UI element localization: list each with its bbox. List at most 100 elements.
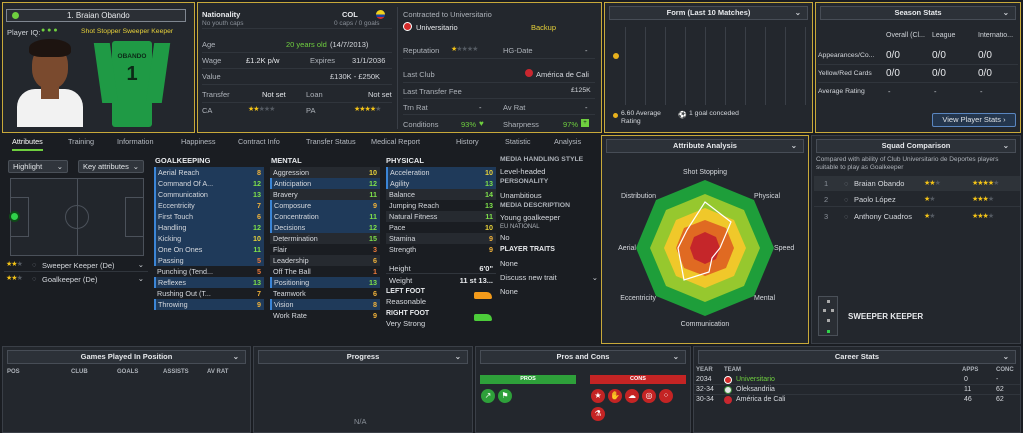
season-stats-title[interactable]: Season Stats ⌄ [820, 6, 1016, 20]
mental-attribute-row[interactable]: Bravery 11 [270, 189, 380, 200]
career-row[interactable]: 32-34 Oleksandriia 11 62 [694, 385, 1020, 395]
physical-attribute-row[interactable]: Stamina 9 [386, 233, 496, 244]
radar-label-communication: Communication [681, 321, 730, 328]
tab-contract-info[interactable]: Contract Info [238, 137, 280, 146]
tab-transfer-status[interactable]: Transfer Status [306, 137, 356, 146]
form-panel: Form (Last 10 Matches) ⌄ 6.60 Average Rat… [604, 2, 813, 133]
career-row[interactable]: 2034 Universitario 0 - [694, 375, 1020, 385]
mental-attribute-row[interactable]: Flair 3 [270, 244, 380, 255]
transfer-row: Transfer Not set Loan Not set [202, 87, 392, 103]
player-name-box[interactable]: 1. Braian Obando [6, 9, 186, 22]
physical-attribute-row[interactable]: Natural Fitness 11 [386, 211, 496, 222]
tab-attributes[interactable]: Attributes [12, 135, 43, 151]
goalkeeping-attribute-row[interactable]: Throwing 9 [154, 299, 264, 310]
games-played-title[interactable]: Games Played In Position ⌄ [7, 350, 246, 364]
physical-attribute-row[interactable]: Jumping Reach 13 [386, 200, 496, 211]
tab-training[interactable]: Training [68, 137, 95, 146]
position-panel: Highlight ⌄ Key attributes ⌄ ★★★ ◌ Sweeper… [2, 152, 150, 344]
physical-attribute-row[interactable]: Pace 10 [386, 222, 496, 233]
season-row: Yellow/Red Cards 0/0 0/0 0/0 [818, 65, 1018, 83]
goalkeeping-attribute-row[interactable]: Kicking 10 [154, 233, 264, 244]
mental-attribute-row[interactable]: Teamwork 6 [270, 288, 380, 299]
physical-attribute-row[interactable]: Acceleration 10 [386, 167, 496, 178]
squad-row[interactable]: 1 ◌ Braian Obando ★★★ ★★★★★ [814, 176, 1020, 191]
highlight-dropdown[interactable]: Highlight ⌄ [8, 160, 68, 173]
physical-attribute-row[interactable]: Agility 13 [386, 178, 496, 189]
goalkeeping-attribute-row[interactable]: Communication 13 [154, 189, 264, 200]
tab-analysis[interactable]: Analysis [554, 137, 582, 146]
mental-attribute-row[interactable]: Vision 8 [270, 299, 380, 310]
attribute-name: Aerial Reach [154, 167, 199, 178]
con-dots-icon[interactable]: ⁘ [659, 389, 673, 403]
ball-icon: ⚽ [678, 112, 687, 119]
con-star-icon[interactable]: ★ [591, 389, 605, 403]
tab-information[interactable]: Information [117, 137, 154, 146]
goalkeeping-attribute-row[interactable]: One On Ones 11 [154, 244, 264, 255]
avg-rating-text: 6.60 Average Rating [621, 110, 661, 125]
goalkeeping-attribute-row[interactable]: First Touch 6 [154, 211, 264, 222]
goalkeeping-attribute-row[interactable]: Handling 12 [154, 222, 264, 233]
mental-attribute-row[interactable]: Positioning 13 [270, 277, 380, 288]
goalkeeping-attribute-row[interactable]: Rushing Out (T... 7 [154, 288, 264, 299]
form-title[interactable]: Form (Last 10 Matches) ⌄ [609, 6, 808, 20]
goalkeeping-attribute-row[interactable]: Punching (Tend... 5 [154, 266, 264, 277]
attribute-analysis-panel: Attribute Analysis ⌄ Shot Stopping Physic… [601, 135, 809, 344]
con-target-icon[interactable]: ◎ [642, 389, 656, 403]
squad-row[interactable]: 3 ◌ Anthony Cuadros ★★ ★★★★ [814, 209, 1020, 224]
career-stats-title[interactable]: Career Stats ⌄ [698, 350, 1016, 364]
physical-attribute-row[interactable]: Balance 14 [386, 189, 496, 200]
tab-happiness[interactable]: Happiness [181, 137, 216, 146]
attribute-value: 5 [257, 267, 261, 276]
goalkeeping-attribute-row[interactable]: Eccentricity 7 [154, 200, 264, 211]
attribute-value: 3 [373, 245, 377, 254]
mental-attribute-row[interactable]: Leadership 6 [270, 255, 380, 266]
physical-attribute-row[interactable]: Strength 9 [386, 244, 496, 255]
reputation-stars: ★★★★★ [451, 46, 478, 53]
discuss-trait-dropdown[interactable]: Discuss new trait ⌄ [500, 273, 598, 282]
pro-flag-icon[interactable]: ⚑ [498, 389, 512, 403]
mental-attribute-row[interactable]: Anticipation 12 [270, 178, 380, 189]
mental-attribute-row[interactable]: Aggression 10 [270, 167, 380, 178]
attribute-name: Flair [273, 245, 287, 254]
pa-stars: ★★★★★ [354, 106, 381, 113]
role-row-goalkeeper[interactable]: ★★★ ◌ Goalkeeper (De) ⌄ [6, 274, 144, 284]
con-glove-icon[interactable]: ✋ [608, 389, 622, 403]
pros-cons-title[interactable]: Pros and Cons ⌄ [480, 350, 686, 364]
tab-medical-report[interactable]: Medical Report [371, 137, 421, 146]
attribute-name: Stamina [389, 234, 416, 243]
goalkeeping-attribute-row[interactable]: Passing 5 [154, 255, 264, 266]
progress-title[interactable]: Progress ⌄ [258, 350, 468, 364]
attribute-name: Aggression [273, 168, 309, 177]
value-row: Value £130K - £250K [202, 69, 392, 85]
mental-attribute-row[interactable]: Decisions 12 [270, 222, 380, 233]
pro-trend-icon[interactable]: ↗ [481, 389, 495, 403]
attribute-value: 13 [253, 278, 261, 287]
mental-attribute-row[interactable]: Concentration 11 [270, 211, 380, 222]
player-card: 1. Braian Obando Player IQ: ● ● ● Shot S… [2, 2, 195, 133]
attribute-name: Throwing [154, 299, 188, 310]
career-row[interactable]: 30-34 América de Cali 46 62 [696, 396, 1004, 404]
role-row-sweeper-keeper[interactable]: ★★★ ◌ Sweeper Keeper (De) ⌄ [4, 258, 148, 272]
goalkeeping-attribute-row[interactable]: Command Of A... 12 [154, 178, 264, 189]
squad-row[interactable]: 2 ◌ Paolo López ★★ ★★★★ [814, 192, 1020, 207]
attribute-analysis-title[interactable]: Attribute Analysis ⌄ [606, 139, 804, 153]
goalkeeping-attribute-row[interactable]: Aerial Reach 8 [154, 167, 264, 178]
key-attributes-dropdown[interactable]: Key attributes ⌄ [78, 160, 144, 173]
mental-attribute-row[interactable]: Determination 15 [270, 233, 380, 244]
tab-history[interactable]: History [456, 137, 479, 146]
con-flask-icon[interactable]: ⚗ [591, 407, 605, 421]
tab-statistic[interactable]: Statistic [505, 137, 531, 146]
mental-attribute-row[interactable]: Work Rate 9 [270, 310, 380, 321]
mental-title: MENTAL [271, 156, 302, 165]
body-stats: Height 6'0" Weight 11 st 13... LEFT FOOT R… [386, 262, 496, 330]
info-panel: Nationality No youth caps COL 0 caps / 0… [197, 2, 602, 133]
mental-attribute-row[interactable]: Off The Ball 1 [270, 266, 380, 277]
gk-position-marker[interactable] [9, 211, 20, 222]
squad-comparison-title[interactable]: Squad Comparison ⌄ [816, 139, 1016, 153]
view-player-stats-button[interactable]: View Player Stats › [932, 113, 1016, 127]
goalkeeping-attribute-row[interactable]: Reflexes 13 [154, 277, 264, 288]
attribute-name: Teamwork [273, 289, 306, 298]
con-brain-icon[interactable]: ☁ [625, 389, 639, 403]
mental-attribute-row[interactable]: Composure 9 [270, 200, 380, 211]
form-point[interactable] [613, 53, 619, 59]
